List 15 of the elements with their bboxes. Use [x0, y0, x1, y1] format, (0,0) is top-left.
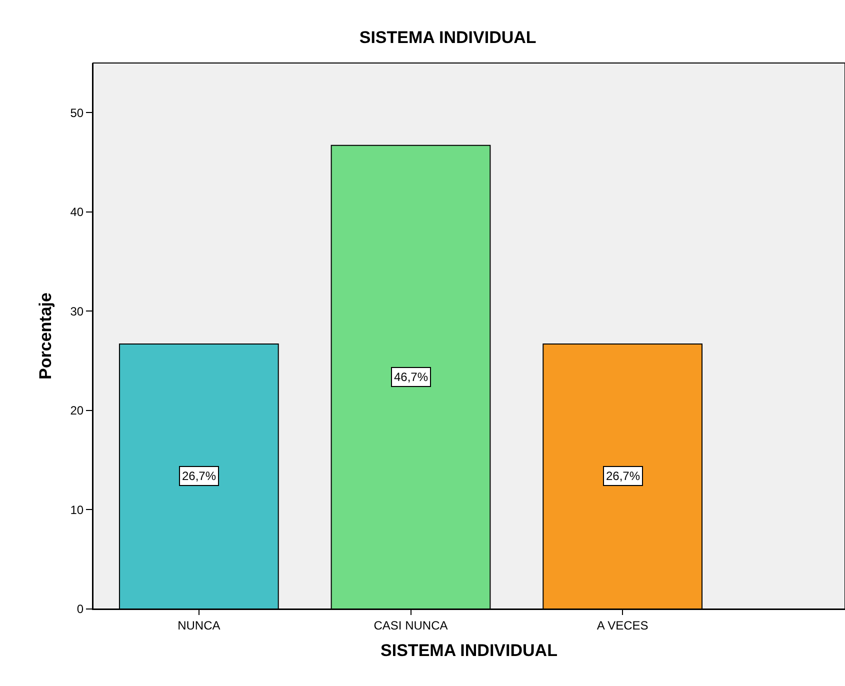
data-label: 26,7%	[606, 469, 640, 483]
data-label: 26,7%	[182, 469, 216, 483]
x-axis-title: SISTEMA INDIVIDUAL	[380, 640, 558, 660]
y-tick-label: 0	[76, 602, 84, 616]
data-label: 46,7%	[394, 370, 428, 384]
y-tick-label: 50	[70, 106, 84, 120]
x-tick-label: CASI NUNCA	[374, 618, 448, 632]
chart-title: SISTEMA INDIVIDUAL	[359, 28, 536, 47]
y-tick-label: 30	[70, 304, 84, 318]
x-tick-label: NUNCA	[178, 618, 220, 632]
y-tick-label: 20	[70, 404, 84, 418]
x-tick-label: A VECES	[596, 618, 648, 632]
y-axis-title: Porcentaje	[36, 292, 55, 380]
y-tick-label: 10	[70, 502, 84, 517]
y-tick-label: 40	[70, 205, 84, 220]
